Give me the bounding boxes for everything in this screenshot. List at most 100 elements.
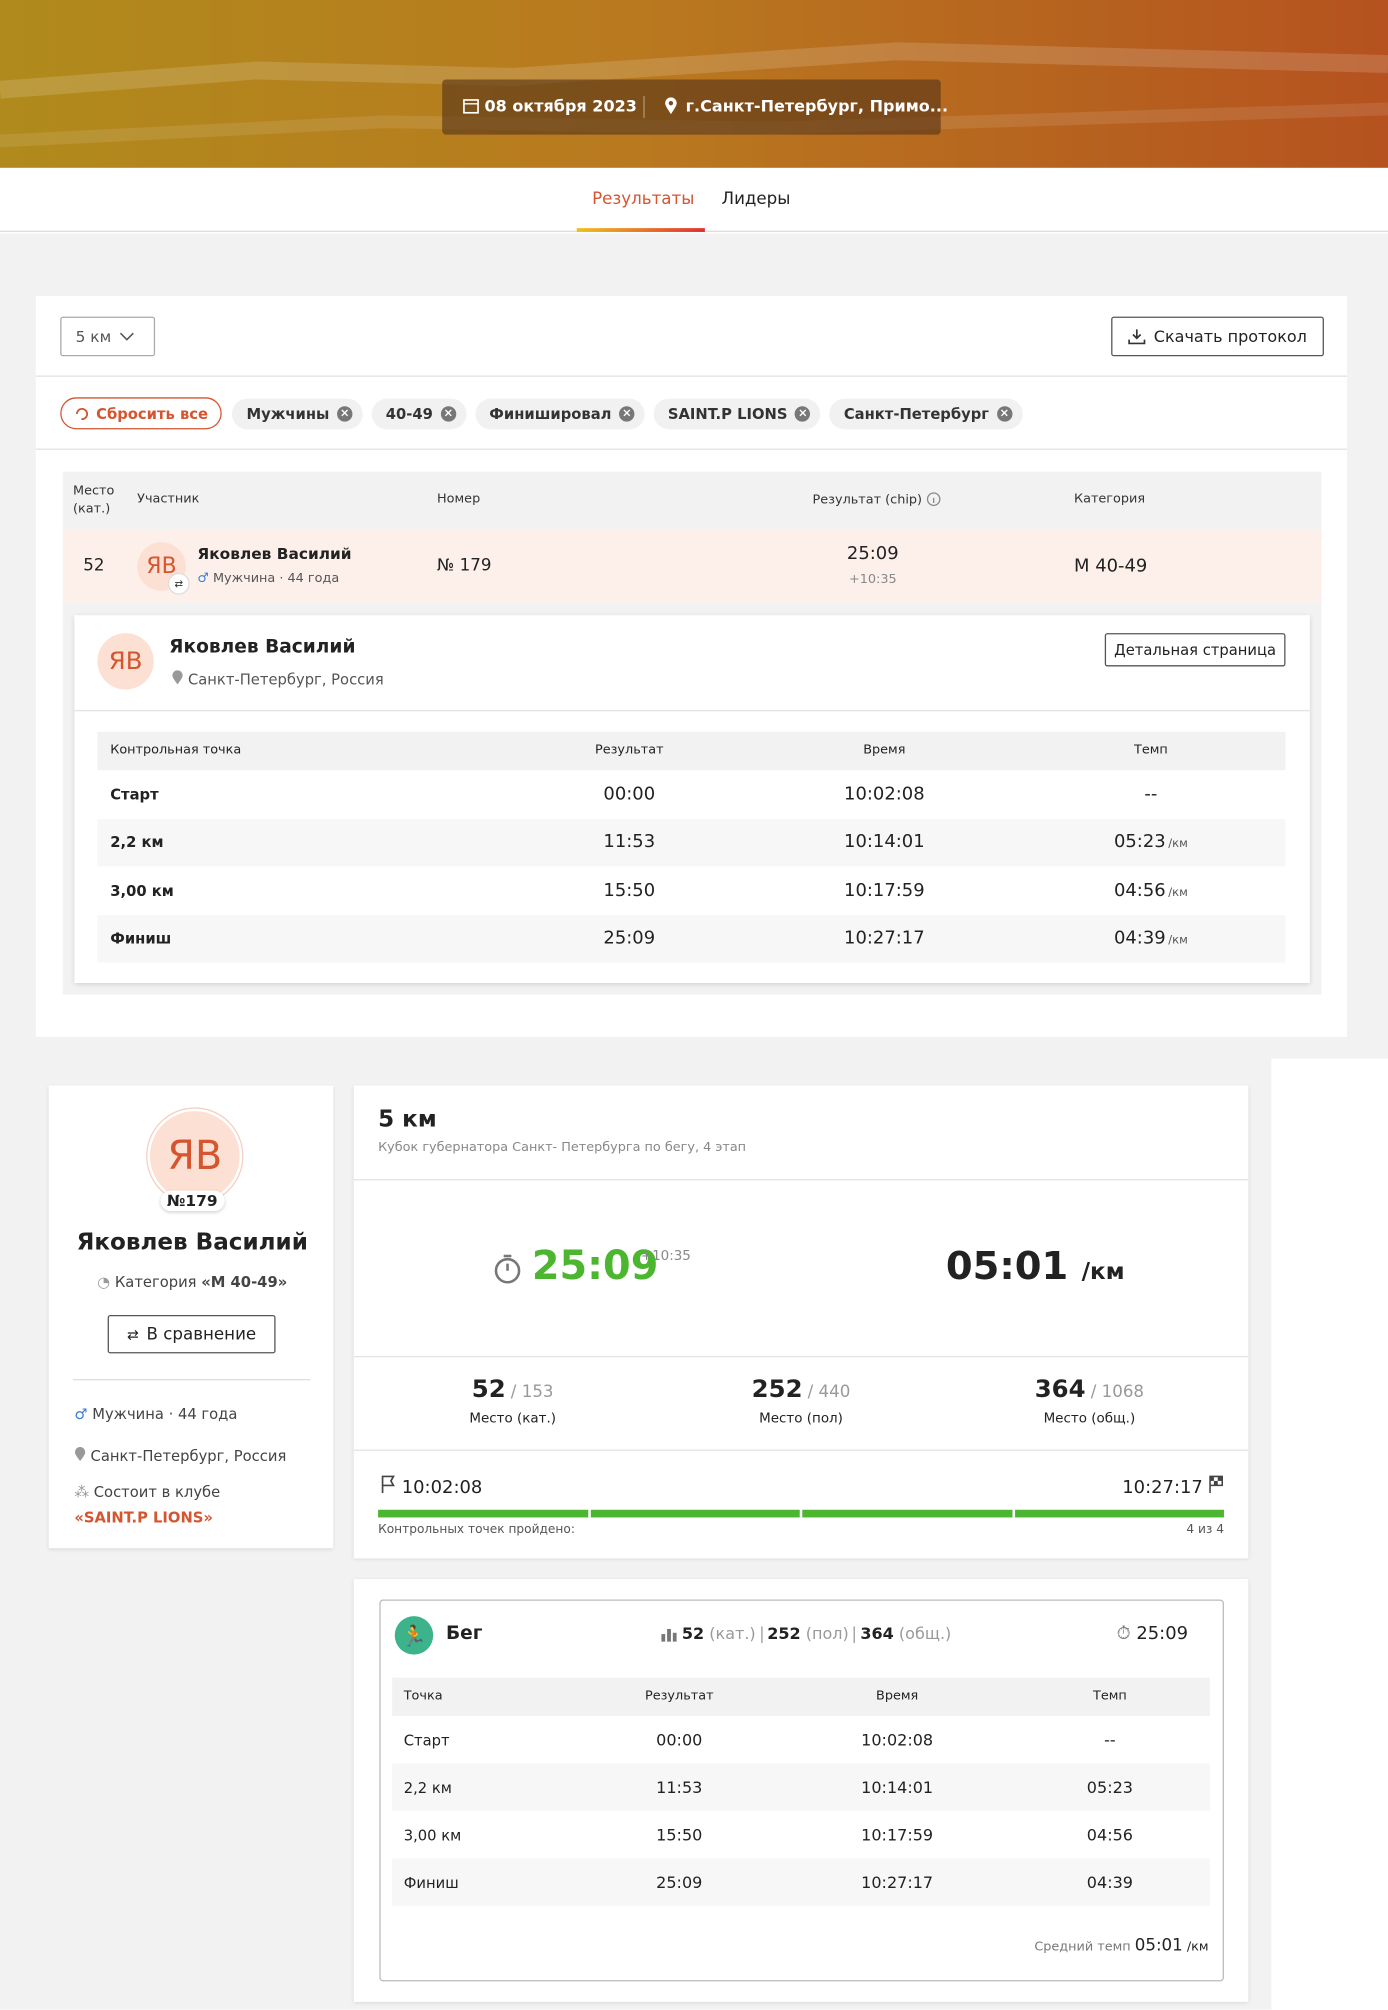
cell-text: -- — [1104, 1729, 1116, 1749]
profile-bib: №179 — [160, 1190, 224, 1212]
avg-value: 05:01 — [1134, 1936, 1183, 1956]
col-result: Результат (chip) — [812, 492, 941, 508]
row-place: 52 — [83, 556, 105, 576]
rank-separator — [760, 1626, 763, 1644]
tab-bar — [0, 167, 1388, 232]
filter-chip[interactable]: SAINT.P LIONS × — [653, 397, 821, 429]
pace-unit: /км — [1168, 934, 1188, 948]
checkpoint-name: 2,2 км — [404, 1777, 452, 1798]
cell-text: 04:56 — [1086, 1824, 1133, 1844]
event-date: 08 октября 2023 — [484, 96, 637, 116]
divider — [35, 375, 1347, 377]
tab-leaders[interactable]: Лидеры — [721, 189, 791, 209]
event-info-pill — [442, 79, 941, 135]
chip-remove[interactable]: × — [337, 405, 353, 422]
cell-text: 04:56 — [1113, 880, 1166, 901]
checkpoint-name: Старт — [110, 784, 158, 805]
pace-unit: /км — [1081, 1258, 1125, 1286]
chip-label: SAINT.P LIONS — [667, 404, 788, 423]
col-result-label: Результат (chip) — [812, 493, 923, 508]
profile-name: Яковлев Василий — [76, 1229, 308, 1256]
table-header: Время — [876, 1689, 919, 1704]
divider — [73, 1379, 311, 1381]
distance-select[interactable]: 5 км — [60, 316, 156, 357]
cell-text: Финиш — [403, 1873, 459, 1892]
cell-text: 10:14:01 — [844, 832, 925, 853]
profile-avatar: ЯВ — [147, 1108, 243, 1204]
place-total: / 440 — [807, 1382, 851, 1403]
profile-club[interactable]: «SAINT.P LIONS» — [74, 1508, 213, 1527]
cell-text: 10:02:08 — [861, 1729, 934, 1749]
filter-chip[interactable]: Санкт-Петербург × — [829, 397, 1023, 429]
finish-time: 10:27:17 — [1122, 1475, 1224, 1497]
profile-location-text: Санкт-Петербург, Россия — [90, 1446, 287, 1465]
avg-pace: Средний темп 05:01 /км — [1034, 1938, 1208, 1955]
filter-chip[interactable]: Мужчины × — [232, 397, 363, 429]
table-cell: 15:50 — [603, 880, 655, 901]
chip-label: Финишировал — [489, 404, 612, 423]
distance-value: 5 км — [75, 327, 112, 346]
compare-icon: ⇄ — [127, 1325, 139, 1343]
detail-avatar: ЯВ — [97, 633, 154, 690]
reset-filters[interactable]: Сбросить все — [60, 397, 223, 430]
cell-text: 05:23 — [1086, 1776, 1133, 1797]
checkpoint-name: 2,2 км — [110, 832, 163, 853]
table-cell: 10:17:59 — [844, 880, 925, 901]
chip-remove[interactable]: × — [440, 405, 456, 422]
row-result: 25:09 — [846, 543, 899, 564]
progress-segment — [378, 1509, 588, 1518]
male-icon: ♂ — [74, 1404, 88, 1423]
rank-label: (общ.) — [898, 1624, 952, 1644]
download-label: Скачать протокол — [1153, 326, 1307, 347]
table-row — [392, 1858, 1210, 1906]
filter-chip[interactable]: 40-49 × — [371, 397, 467, 429]
table-cell: 11:53 — [603, 832, 655, 853]
table-row — [97, 818, 1286, 867]
table-cell: 00:00 — [603, 784, 655, 805]
compare-label: В сравнение — [146, 1324, 257, 1344]
checkpoints-count: 4 из 4 — [1186, 1522, 1224, 1537]
row-name[interactable]: Яковлев Василий — [197, 544, 352, 563]
detail-name: Яковлев Василий — [169, 636, 356, 658]
result-row[interactable] — [62, 529, 1322, 603]
table-row — [97, 866, 1286, 915]
cell-text: 10:17:59 — [861, 1824, 934, 1844]
chip-label: 40-49 — [385, 404, 433, 423]
detail-page-button[interactable]: Детальная страница — [1104, 633, 1286, 667]
filter-chip[interactable]: Финишировал × — [475, 397, 645, 429]
sport-name: Бег — [446, 1623, 483, 1645]
cell-text: 10:02:08 — [844, 784, 925, 805]
table-cell: 10:27:17 — [844, 928, 925, 949]
download-button[interactable]: Скачать протокол — [1111, 316, 1324, 357]
profile-club-label: ⁂ Состоит в клубе — [74, 1484, 220, 1500]
reset-icon — [76, 408, 89, 420]
cell-text: 15:50 — [603, 880, 656, 901]
rank-label: (пол) — [805, 1624, 849, 1644]
divider — [353, 1355, 1249, 1358]
chip-remove[interactable]: × — [795, 405, 811, 422]
divider — [353, 1449, 1249, 1451]
table-cell: 10:27:17 — [861, 1872, 933, 1893]
profile-info-text: Мужчина · 44 года — [92, 1404, 238, 1423]
tab-results[interactable]: Результаты — [592, 189, 695, 209]
detail-location-text: Санкт-Петербург, Россия — [187, 670, 384, 689]
rank-value: 364 — [860, 1624, 894, 1644]
table-cell: 04:39 — [1087, 1872, 1133, 1893]
start-time-text: 10:02:08 — [401, 1477, 483, 1499]
summary-pace: 05:01 /км — [946, 1248, 1125, 1286]
chip-remove[interactable]: × — [619, 405, 635, 422]
place-label: Место (общ.) — [1043, 1411, 1136, 1427]
table-cell: 15:50 — [656, 1824, 702, 1845]
cell-text: 2,2 км — [110, 833, 164, 852]
compare-button[interactable]: ⇄ В сравнение — [107, 1314, 276, 1354]
cell-text: 3,00 км — [110, 881, 174, 900]
start-time: 10:02:08 — [381, 1475, 483, 1499]
progress-bar — [378, 1509, 1224, 1518]
table-row — [97, 770, 1286, 819]
chip-remove[interactable]: × — [996, 405, 1013, 422]
pace-unit: /км — [1168, 886, 1188, 900]
table-cell: -- — [1104, 1730, 1116, 1751]
sport-time: ⏱ 25:09 — [1117, 1625, 1188, 1643]
table-cell: 10:14:01 — [861, 1777, 933, 1798]
